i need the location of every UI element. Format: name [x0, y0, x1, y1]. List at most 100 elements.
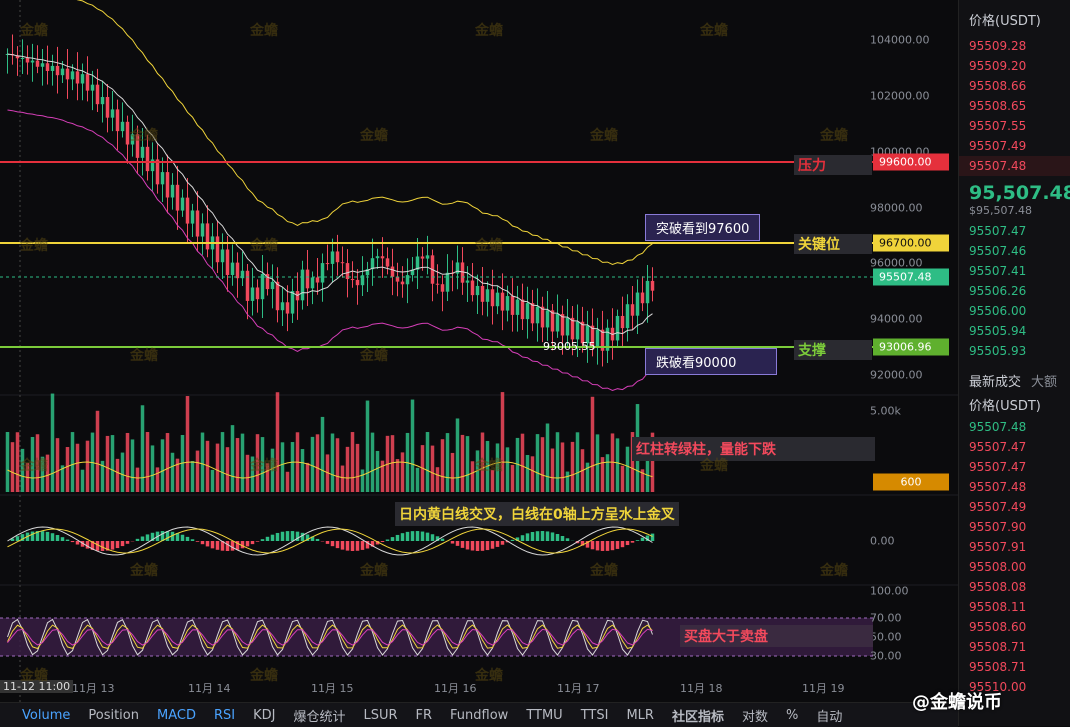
volume-bar	[546, 423, 550, 492]
macd-histogram-bar	[246, 541, 250, 546]
volume-bar	[231, 425, 235, 492]
candle-body	[231, 263, 235, 275]
macd-histogram-bar	[451, 541, 455, 544]
volume-bar	[351, 432, 355, 492]
trade-row: 95507.48	[959, 477, 1070, 497]
volume-bar	[436, 467, 440, 492]
percent-toggle[interactable]: %	[777, 708, 807, 723]
macd-histogram-bar	[431, 534, 435, 541]
auto-scale-toggle[interactable]: 自动	[807, 706, 851, 725]
tab-mlr[interactable]: MLR	[617, 708, 663, 723]
macd-histogram-bar	[346, 541, 350, 551]
tab-fr[interactable]: FR	[407, 708, 442, 723]
tab-macd[interactable]: MACD	[148, 708, 205, 723]
macd-histogram-bar	[316, 539, 320, 541]
tab-liquidation[interactable]: 爆仓统计	[284, 706, 354, 725]
volume-bar	[66, 447, 70, 492]
volume-bar	[341, 466, 345, 492]
break-down-note: 跌破看90000	[645, 348, 777, 375]
bid-row[interactable]: 95507.47	[959, 221, 1070, 241]
volume-bar	[136, 468, 140, 492]
candle-body	[391, 267, 395, 277]
macd-histogram-bar	[286, 531, 290, 541]
candle-body	[196, 210, 200, 236]
current-price-tag: 95507.48	[873, 269, 949, 286]
chart-area[interactable]: 104000.00 102000.00 100000.00 98000.00 9…	[0, 0, 958, 702]
volume-bar	[166, 433, 170, 492]
tab-position[interactable]: Position	[79, 708, 148, 723]
volume-bar	[556, 432, 560, 492]
ask-row[interactable]: 95509.28	[959, 36, 1070, 56]
macd-histogram-bar	[606, 541, 610, 551]
tab-large-trades[interactable]: 大额	[1031, 371, 1057, 390]
tab-latest-trades[interactable]: 最新成交	[959, 371, 1031, 390]
date-label: 11月 16	[434, 680, 477, 696]
candle-body	[466, 281, 470, 283]
ask-row[interactable]: 95508.66	[959, 76, 1070, 96]
community-indicator-button[interactable]: 社区指标	[663, 706, 733, 725]
candle-body	[386, 258, 390, 266]
candle-body	[351, 279, 355, 280]
pressure-label: 压力	[794, 155, 872, 175]
macd-histogram-bar	[466, 541, 470, 549]
bid-row[interactable]: 95507.46	[959, 241, 1070, 261]
candle-body	[121, 122, 125, 131]
macd-histogram-bar	[641, 538, 645, 541]
macd-histogram-bar	[411, 531, 415, 541]
volume-bar	[96, 411, 100, 492]
ask-row[interactable]: 95507.48	[959, 156, 1070, 176]
volume-bar	[301, 449, 305, 492]
bid-row[interactable]: 95506.26	[959, 281, 1070, 301]
macd-histogram-bar	[86, 541, 90, 549]
tab-rsi[interactable]: RSI	[205, 708, 244, 723]
volume-bar	[356, 444, 360, 492]
rsi-tick: 100.00	[870, 585, 958, 598]
macd-histogram-bar	[126, 541, 130, 544]
ask-row[interactable]: 95507.55	[959, 116, 1070, 136]
macd-histogram-bar	[611, 541, 615, 550]
volume-bar	[81, 470, 85, 492]
tab-kdj[interactable]: KDJ	[244, 708, 284, 723]
bid-row[interactable]: 95505.93	[959, 341, 1070, 361]
tab-volume[interactable]: Volume	[0, 708, 79, 723]
macd-histogram-bar	[341, 541, 345, 550]
candle-body	[186, 198, 190, 224]
volume-bar	[561, 442, 565, 492]
date-label: 11月 14	[188, 680, 231, 696]
log-scale-toggle[interactable]: 对数	[733, 706, 777, 725]
ma-line	[8, 54, 653, 335]
candle-body	[226, 249, 230, 275]
ask-row[interactable]: 95507.49	[959, 136, 1070, 156]
macd-histogram-bar	[511, 540, 515, 541]
candle-body	[56, 66, 60, 75]
volume-bar	[76, 444, 80, 492]
ask-row[interactable]: 95509.20	[959, 56, 1070, 76]
volume-bar	[306, 463, 310, 492]
watermark: 金蟾	[130, 345, 158, 365]
candle-body	[316, 277, 320, 282]
candle-body	[111, 109, 115, 117]
candle-body	[161, 172, 165, 184]
trade-row: 95508.60	[959, 617, 1070, 637]
ask-row[interactable]: 95508.65	[959, 96, 1070, 116]
macd-histogram-bar	[601, 541, 605, 551]
bid-row[interactable]: 95505.94	[959, 321, 1070, 341]
volume-value-tag: 600	[873, 474, 949, 491]
volume-bar	[626, 447, 630, 492]
volume-bar	[346, 447, 350, 492]
tab-fundflow[interactable]: Fundflow	[441, 708, 517, 723]
tab-lsur[interactable]: LSUR	[354, 708, 406, 723]
macd-histogram-bar	[406, 532, 410, 541]
macd-histogram-bar	[191, 539, 195, 541]
macd-histogram-bar	[416, 531, 420, 541]
candle-body	[311, 277, 315, 288]
tab-ttmu[interactable]: TTMU	[517, 708, 571, 723]
bid-row[interactable]: 95507.41	[959, 261, 1070, 281]
macd-histogram-bar	[116, 541, 120, 548]
bid-row[interactable]: 95506.00	[959, 301, 1070, 321]
macd-histogram-bar	[256, 541, 260, 542]
macd-histogram-bar	[216, 541, 220, 550]
candle-body	[596, 330, 600, 347]
rsi-tick: 30.00	[870, 650, 958, 663]
tab-ttsi[interactable]: TTSI	[572, 708, 618, 723]
